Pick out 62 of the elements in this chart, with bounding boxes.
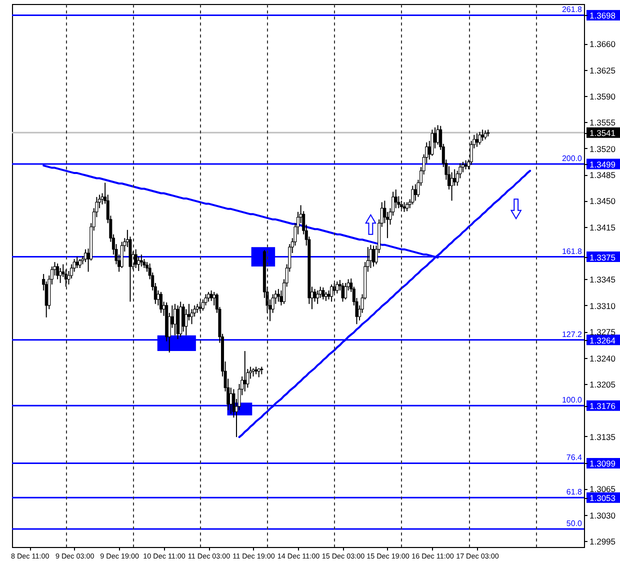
y-tick-label: 1.3240 [590,353,616,364]
candlestick [159,291,162,314]
y-tick-label: 1.3450 [590,196,616,206]
annotation: 261.8 [562,5,583,14]
y-tick-label: 1.3176 [590,401,616,412]
candlestick [120,241,124,269]
annotation: 61.8 [566,488,583,497]
candlestick [207,291,210,302]
candlestick [481,129,484,142]
y-tick-label: 1.3555 [590,118,616,128]
y-tick-label: 1.3205 [590,379,616,390]
y-tick-label: 1.3541 [590,128,616,138]
y-tick-label: 1.3135 [590,432,616,442]
y-tick-label: 1.3345 [590,274,616,285]
y-tick-label: 1.3660 [590,39,616,50]
annotation: 127.2 [562,330,583,339]
annotation: 161.8 [562,246,583,256]
candlestick [344,282,348,300]
annotation: 76.4 [566,453,583,462]
y-tick-label: 1.3275 [590,327,616,338]
candlestick [369,244,372,269]
y-tick-label: 1.3625 [590,65,616,76]
y-tick-label: 1.3310 [590,300,616,311]
y-tick-label: 1.3053 [590,493,616,504]
y-tick-label: 1.3698 [590,10,616,21]
candlestick [212,291,216,306]
candlestick [182,303,185,332]
y-tick-label: 1.3485 [590,170,616,180]
candlestick [76,256,79,269]
y-tick-label: 1.3520 [590,144,616,154]
annotation: 100.0 [562,396,583,405]
y-tick-label: 1.3499 [590,160,616,170]
candlestick [140,254,143,268]
candlestick [402,202,406,212]
candlestick [58,268,62,284]
candlestick [316,290,320,304]
candlestick [134,248,138,269]
y-tick-label: 1.3030 [590,510,616,520]
candlestick [411,185,414,205]
candlestick [394,188,398,209]
candlestick [372,245,375,268]
y-tick-label: 1.3264 [590,335,616,346]
candlestick [313,288,316,302]
candlestick [56,263,60,280]
candlestick [450,172,454,202]
y-tick-label: 1.2995 [590,536,616,547]
candlestick [336,280,339,294]
annotation: 200.0 [562,154,583,164]
y-tick-label: 1.3415 [590,222,616,232]
annotation: 50.0 [566,519,583,528]
candlestick [330,284,334,302]
candlestick [478,131,482,146]
candlestick [322,286,325,300]
y-tick-label: 1.3590 [590,91,616,102]
y-tick-label: 1.3099 [590,458,616,469]
y-tick-label: 1.3375 [590,252,616,262]
candlestick [276,288,280,302]
y-tick-label: 1.3065 [590,484,616,494]
candlestick [430,129,434,156]
candlestick [84,248,87,263]
candlestick [210,290,213,302]
candlestick [341,282,344,302]
